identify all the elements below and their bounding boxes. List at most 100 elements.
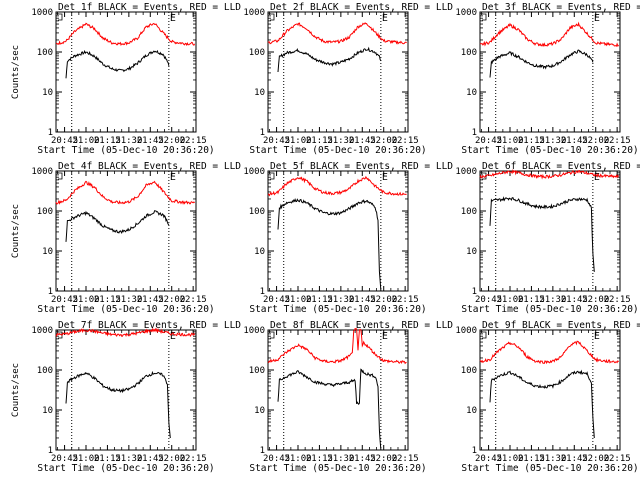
plot-frame (55, 329, 197, 451)
x-tick-label: 20:45 (51, 295, 78, 305)
x-tick-label: 21:45 (137, 295, 164, 305)
x-axis-label: Start Time (05-Dec-10 20:36:20) (37, 145, 214, 156)
x-tick-label: 20:45 (51, 454, 78, 464)
panel-title: Det 9f BLACK = Events, RED = LLD (482, 320, 640, 331)
x-tick-label: 21:15 (306, 295, 333, 305)
series-events (489, 369, 595, 439)
corner-marker (270, 172, 275, 180)
y-tick-label: 10 (254, 406, 265, 416)
x-tick-label: 21:15 (94, 136, 121, 146)
x-axis-label: Start Time (05-Dec-10 20:36:20) (37, 463, 214, 474)
series-events (489, 196, 595, 272)
y-tick-label: 1 (472, 287, 477, 297)
series-lld (55, 180, 195, 205)
series-events (65, 210, 170, 242)
x-tick-label: 22:00 (158, 454, 185, 464)
y-tick-label: 10 (254, 88, 265, 98)
series-lld (479, 21, 620, 48)
x-tick-label: 22:15 (180, 295, 207, 305)
x-tick-label: 20:45 (475, 454, 502, 464)
series-events (277, 197, 382, 292)
series-lld (55, 327, 196, 338)
x-axis-label: Start Time (05-Dec-10 20:36:20) (249, 463, 426, 474)
x-axis-label: Start Time (05-Dec-10 20:36:20) (461, 304, 638, 315)
x-tick-label: 22:00 (582, 136, 609, 146)
x-tick-label: 21:30 (327, 295, 354, 305)
x-tick-label: 21:45 (561, 295, 588, 305)
y-tick-label: 10 (42, 247, 53, 257)
series-lld (55, 22, 196, 47)
x-tick-label: 21:30 (539, 295, 566, 305)
x-tick-label: 21:30 (327, 136, 354, 146)
y-tick-label: 1 (260, 446, 265, 456)
y-tick-label: 1000 (455, 167, 477, 177)
panel-title: Det 3f BLACK = Events, RED = LLD (482, 2, 640, 13)
y-tick-label: 100 (461, 207, 477, 217)
event-marker-label: E (594, 172, 600, 183)
x-tick-label: 21:00 (284, 295, 311, 305)
x-axis-label: Start Time (05-Dec-10 20:36:20) (37, 304, 214, 315)
y-tick-label: 1 (472, 446, 477, 456)
y-tick-label: 100 (461, 366, 477, 376)
panel-title: Det 4f BLACK = Events, RED = LLD (58, 161, 241, 172)
x-tick-label: 21:30 (539, 136, 566, 146)
x-tick-label: 21:30 (327, 454, 354, 464)
x-tick-label: 21:00 (72, 136, 99, 146)
panel-title: Det 6f BLACK = Events, RED = LLD (482, 161, 640, 172)
y-tick-label: 100 (249, 48, 265, 58)
series-lld (267, 22, 407, 45)
y-tick-label: 100 (37, 48, 53, 58)
y-tick-label: 10 (466, 88, 477, 98)
x-tick-label: 22:15 (180, 136, 207, 146)
x-tick-label: 20:45 (475, 295, 502, 305)
series-lld (267, 175, 407, 197)
y-tick-label: 100 (37, 366, 53, 376)
y-tick-label: 1000 (243, 8, 265, 18)
panel-7: Det 7f BLACK = Events, RED = LLD 1 10 100 10… (11, 320, 241, 474)
x-axis-label: Start Time (05-Dec-10 20:36:20) (461, 145, 638, 156)
series-lld (267, 328, 407, 365)
x-tick-label: 20:45 (475, 136, 502, 146)
panel-title: Det 2f BLACK = Events, RED = LLD (270, 2, 453, 13)
plot-frame (267, 329, 409, 451)
corner-marker (58, 172, 63, 180)
series-lld (479, 169, 620, 180)
event-marker-label: E (170, 13, 176, 24)
y-tick-label: 1 (48, 128, 53, 138)
x-tick-label: 20:45 (51, 136, 78, 146)
plot-frame (479, 329, 621, 451)
series-lld (479, 340, 619, 365)
y-tick-label: 10 (42, 88, 53, 98)
x-tick-label: 21:00 (496, 454, 523, 464)
panel-2: Det 2f BLACK = Events, RED = LLD 1 10 100 10… (243, 2, 453, 156)
plot-frame (267, 170, 409, 292)
x-tick-label: 21:45 (349, 454, 376, 464)
x-tick-label: 22:00 (158, 136, 185, 146)
corner-marker (482, 331, 487, 339)
panel-9: Det 9f BLACK = Events, RED = LLD 1 10 100 10… (455, 320, 640, 474)
y-tick-label: 1 (48, 446, 53, 456)
x-tick-label: 22:15 (392, 295, 419, 305)
panel-4: Det 4f BLACK = Events, RED = LLD 1 10 100 10… (11, 161, 241, 315)
x-tick-label: 22:15 (604, 136, 631, 146)
x-tick-label: 21:45 (137, 136, 164, 146)
x-axis-label: Start Time (05-Dec-10 20:36:20) (461, 463, 638, 474)
y-tick-label: 1000 (31, 8, 53, 18)
y-tick-label: 10 (254, 247, 265, 257)
x-tick-label: 21:15 (306, 136, 333, 146)
event-marker-label: E (170, 172, 176, 183)
x-tick-label: 22:15 (180, 454, 207, 464)
panel-5: Det 5f BLACK = Events, RED = LLD 1 10 100 10… (243, 161, 453, 315)
event-marker-label: E (382, 13, 388, 24)
y-tick-label: 100 (249, 207, 265, 217)
plot-frame (55, 170, 197, 292)
panel-title: Det 8f BLACK = Events, RED = LLD (270, 320, 453, 331)
x-tick-label: 20:45 (263, 295, 290, 305)
y-tick-label: 1 (48, 287, 53, 297)
x-tick-label: 21:30 (539, 454, 566, 464)
y-tick-label: 1 (472, 128, 477, 138)
plot-frame (479, 11, 621, 133)
series-events (65, 49, 170, 79)
x-tick-label: 21:45 (561, 454, 588, 464)
x-tick-label: 20:45 (263, 136, 290, 146)
